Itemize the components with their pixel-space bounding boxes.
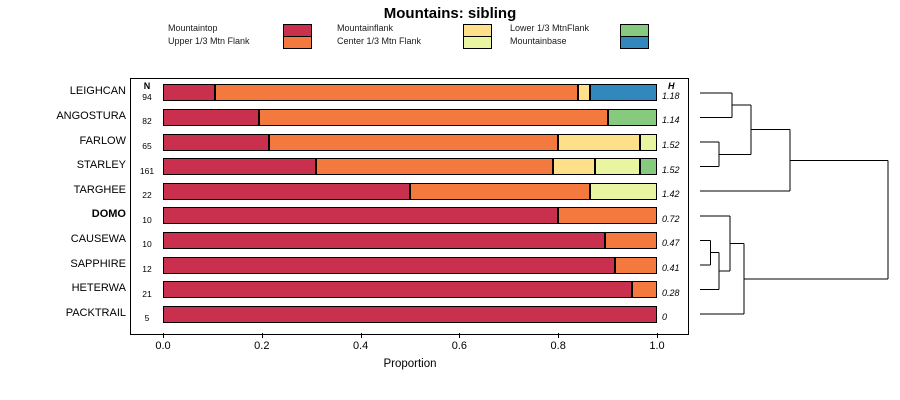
row-label-packtrail: PACKTRAIL bbox=[65, 306, 126, 319]
bar-segment-upper-1-3-mtn-flank bbox=[316, 158, 554, 176]
bar-segment-mountainflank bbox=[558, 133, 640, 151]
row-label-angostura: ANGOSTURA bbox=[56, 109, 126, 122]
legend-labels: Mountainflank Center 1/3 Mtn Flank bbox=[337, 23, 422, 46]
h-value: 0.47 bbox=[662, 238, 680, 249]
bar-segment-mountaintop bbox=[163, 133, 270, 151]
h-value: 1.52 bbox=[662, 164, 680, 175]
h-value: 0 bbox=[662, 312, 668, 323]
n-value: 5 bbox=[144, 313, 150, 324]
n-value: 10 bbox=[142, 239, 152, 250]
x-axis-tick bbox=[558, 333, 560, 338]
legend-labels: Mountaintop Upper 1/3 Mtn Flank bbox=[168, 23, 250, 46]
bar-segment-mountainflank bbox=[577, 84, 591, 102]
page-title: Mountains: sibling bbox=[383, 5, 517, 22]
row-label-domo: DOMO bbox=[91, 208, 126, 221]
bar-segment-mountaintop bbox=[163, 281, 633, 299]
legend-swatch bbox=[620, 24, 649, 49]
bar-segment-center-1-3-mtn-flank bbox=[590, 182, 657, 200]
h-value: 1.18 bbox=[662, 90, 680, 101]
h-value: 1.52 bbox=[662, 140, 680, 150]
bar-segment-lower-1-3-mtnflank bbox=[607, 108, 657, 126]
n-value: 10 bbox=[142, 214, 152, 225]
x-axis-tick bbox=[261, 333, 263, 338]
x-axis-tick-label: 0.8 bbox=[550, 340, 566, 352]
bar-segment-lower-1-3-mtnflank bbox=[639, 158, 657, 176]
h-value: 0.72 bbox=[662, 213, 680, 224]
x-axis-tick bbox=[657, 333, 658, 338]
row-label-farlow: FARLOW bbox=[79, 134, 126, 147]
x-axis-tick bbox=[360, 333, 362, 338]
x-axis-tick-label: 0.2 bbox=[254, 340, 270, 352]
bar-segment-upper-1-3-mtn-flank bbox=[558, 207, 657, 225]
n-value: 94 bbox=[142, 91, 152, 102]
x-axis-tick bbox=[459, 333, 461, 338]
legend-labels: Lower 1/3 MtnFlank Mountainbase bbox=[510, 23, 590, 46]
row-label-leighcan: LEIGHCAN bbox=[69, 85, 126, 98]
legend-swatch bbox=[463, 24, 492, 49]
row-label-starley: STARLEY bbox=[76, 159, 126, 172]
bar-segment-upper-1-3-mtn-flank bbox=[410, 182, 591, 200]
row-label-causewa: CAUSEWA bbox=[70, 232, 126, 245]
h-value: 1.42 bbox=[662, 189, 680, 200]
bar-segment-upper-1-3-mtn-flank bbox=[259, 108, 608, 126]
x-axis-tick-label: 0.4 bbox=[352, 340, 369, 352]
bar-segment-mountaintop bbox=[163, 231, 606, 249]
bar-segment-upper-1-3-mtn-flank bbox=[615, 256, 657, 274]
x-axis-title: Proportion bbox=[383, 358, 437, 370]
n-value: 22 bbox=[142, 190, 152, 201]
h-value: 0.28 bbox=[662, 287, 680, 298]
row-label-targhee: TARGHEE bbox=[73, 183, 126, 196]
n-column-header: N bbox=[143, 81, 151, 91]
bar-segment-mountainbase bbox=[590, 84, 657, 102]
n-value: 12 bbox=[142, 264, 152, 274]
h-column-header: H bbox=[668, 81, 675, 91]
n-value: 161 bbox=[139, 165, 155, 176]
bar-segment-mountaintop bbox=[163, 207, 559, 225]
x-axis-tick-label: 0.6 bbox=[451, 340, 468, 352]
bar-segment-upper-1-3-mtn-flank bbox=[214, 84, 578, 102]
h-value: 0.41 bbox=[662, 263, 680, 273]
legend-swatch bbox=[283, 24, 312, 49]
row-label-heterwa: HETERWA bbox=[71, 282, 126, 295]
bar-segment-upper-1-3-mtn-flank bbox=[632, 281, 657, 299]
bar-segment-center-1-3-mtn-flank bbox=[639, 133, 657, 151]
bar-segment-mountaintop bbox=[163, 108, 260, 126]
x-axis-tick-label: 0.0 bbox=[155, 340, 171, 352]
bar-segment-center-1-3-mtn-flank bbox=[595, 158, 640, 176]
bar-segment-mountaintop bbox=[163, 256, 615, 274]
bar-segment-mountaintop bbox=[163, 158, 317, 176]
x-axis-tick bbox=[163, 333, 164, 338]
bar-segment-mountaintop bbox=[163, 305, 657, 323]
row-label-sapphire: SAPPHIRE bbox=[70, 257, 126, 270]
n-value: 82 bbox=[142, 116, 152, 127]
bar-segment-mountaintop bbox=[163, 84, 215, 102]
bar-segment-upper-1-3-mtn-flank bbox=[605, 231, 657, 249]
n-value: 65 bbox=[142, 141, 152, 151]
x-axis-tick-label: 1.0 bbox=[649, 340, 665, 352]
bar-segment-upper-1-3-mtn-flank bbox=[269, 133, 559, 151]
h-value: 1.14 bbox=[662, 115, 680, 126]
bar-segment-mountaintop bbox=[163, 182, 410, 200]
bar-segment-mountainflank bbox=[553, 158, 596, 176]
n-value: 21 bbox=[142, 288, 152, 299]
